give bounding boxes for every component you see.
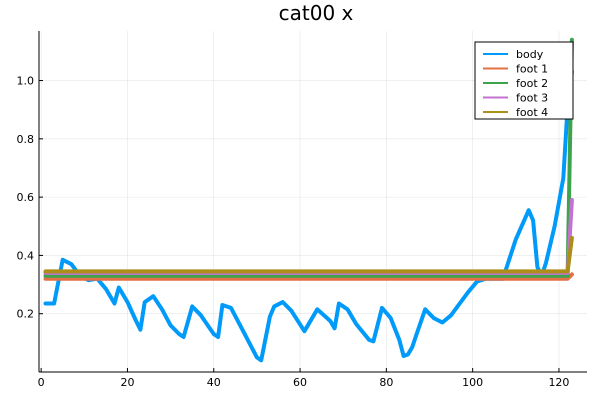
legend-label: foot 3 bbox=[516, 92, 548, 105]
x-tick-label: 60 bbox=[293, 376, 307, 389]
y-tick-label: 1.0 bbox=[17, 75, 35, 88]
legend-label: body bbox=[516, 48, 544, 61]
x-tick-label: 40 bbox=[207, 376, 221, 389]
chart-title: cat00 x bbox=[279, 1, 354, 25]
legend-label: foot 1 bbox=[516, 63, 548, 76]
legend-label: foot 4 bbox=[516, 106, 548, 119]
y-tick-label: 0.4 bbox=[17, 249, 35, 262]
x-tick-label: 20 bbox=[120, 376, 134, 389]
x-tick-label: 100 bbox=[462, 376, 483, 389]
axes: 0 20 40 60 80 100 120 0.2 0.4 0.6 0.8 1.0 bbox=[17, 31, 587, 389]
y-tick-label: 0.6 bbox=[17, 191, 35, 204]
x-tick-label: 80 bbox=[379, 376, 393, 389]
x-tick-label: 0 bbox=[38, 376, 45, 389]
series-line-foot-1 bbox=[43, 272, 574, 281]
grid bbox=[39, 31, 587, 372]
y-tick-label: 0.2 bbox=[17, 308, 35, 321]
series-line-foot-3 bbox=[43, 198, 574, 275]
legend-label: foot 2 bbox=[516, 77, 548, 90]
y-tick-label: 0.8 bbox=[17, 133, 35, 146]
series-line-foot-4 bbox=[43, 235, 574, 274]
x-tick-label: 120 bbox=[548, 376, 569, 389]
